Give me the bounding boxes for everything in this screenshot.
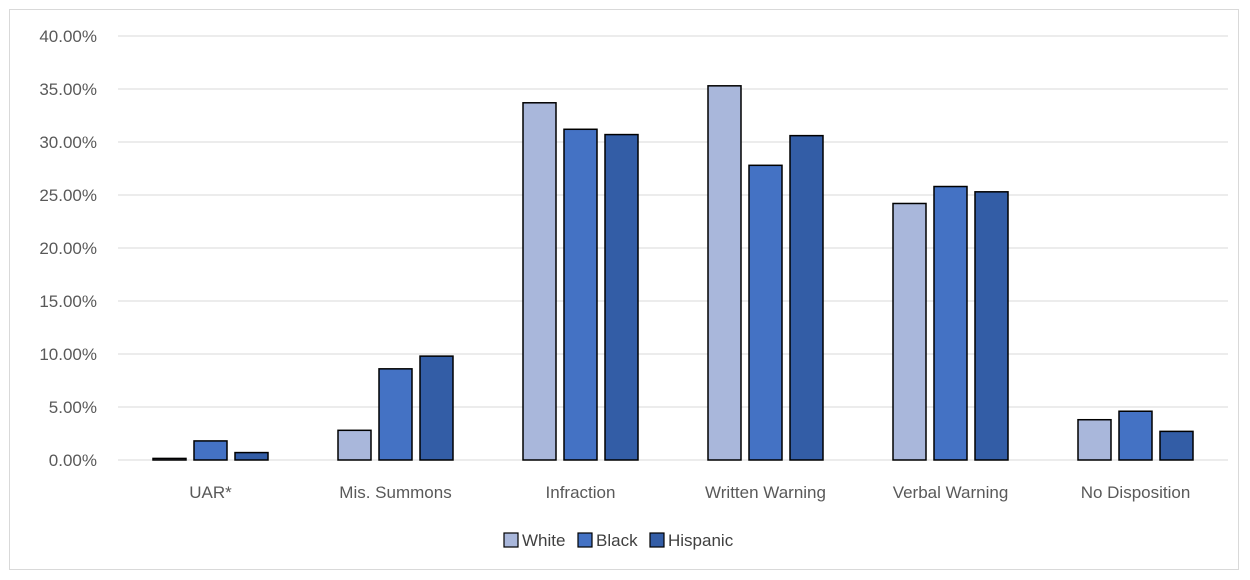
y-tick-label: 35.00% <box>39 80 97 99</box>
y-tick-label: 40.00% <box>39 27 97 46</box>
legend-label-black: Black <box>596 531 638 550</box>
bar-white <box>337 429 372 461</box>
bar-black <box>193 440 228 461</box>
x-tick-label: UAR* <box>189 483 232 502</box>
bar-black <box>748 164 783 461</box>
bar-white <box>892 202 927 461</box>
bar-black <box>563 128 598 461</box>
bar-black <box>378 368 413 461</box>
bar-hispanic <box>1159 430 1194 461</box>
bar-black <box>1118 410 1153 461</box>
legend-swatch-black <box>577 532 593 548</box>
y-tick-label: 20.00% <box>39 239 97 258</box>
bar-hispanic <box>974 191 1009 461</box>
bar-hispanic <box>604 133 639 461</box>
y-tick-label: 10.00% <box>39 345 97 364</box>
legend-swatch-white <box>503 532 519 548</box>
bar-white <box>707 85 742 461</box>
x-tick-label: No Disposition <box>1081 483 1191 502</box>
bar-white <box>522 102 557 461</box>
y-tick-label: 30.00% <box>39 133 97 152</box>
x-tick-label: Mis. Summons <box>339 483 451 502</box>
legend-label-white: White <box>522 531 565 550</box>
bar-hispanic <box>419 355 454 461</box>
legend-label-hispanic: Hispanic <box>668 531 734 550</box>
y-tick-label: 15.00% <box>39 292 97 311</box>
y-tick-label: 5.00% <box>49 398 97 417</box>
bar-black <box>933 185 968 461</box>
x-tick-label: Verbal Warning <box>893 483 1009 502</box>
y-tick-label: 0.00% <box>49 451 97 470</box>
x-tick-label: Infraction <box>546 483 616 502</box>
y-tick-label: 25.00% <box>39 186 97 205</box>
bar-white <box>1077 418 1112 461</box>
x-tick-label: Written Warning <box>705 483 826 502</box>
legend-swatch-hispanic <box>649 532 665 548</box>
bar-hispanic <box>789 134 824 461</box>
bar-hispanic <box>234 451 269 461</box>
bar-white <box>152 457 187 461</box>
